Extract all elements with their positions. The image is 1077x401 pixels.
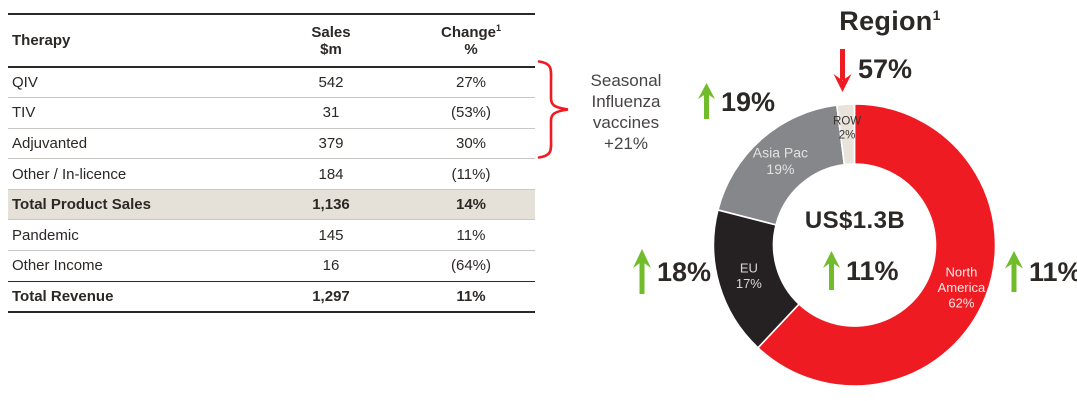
change-cell: (53%) — [450, 104, 491, 122]
annotation-total-change: 11% — [822, 251, 899, 292]
note-line: +21% — [604, 134, 648, 153]
curly-brace-icon — [537, 60, 569, 159]
therapy-cell: QIV — [12, 74, 38, 92]
annotation-value: 18% — [657, 257, 712, 287]
sales-cell: 145 — [318, 226, 344, 244]
up-arrow-icon — [1005, 251, 1023, 292]
chart-title: Region1 — [839, 6, 941, 36]
annotation-asia-pac-change: 19% — [697, 83, 775, 121]
annotation-value: 19% — [721, 86, 776, 117]
annotation-row-change: 57% — [832, 47, 912, 92]
sales-cell: 1,297 — [312, 287, 350, 305]
change-cell: (11%) — [451, 165, 491, 183]
therapy-cell: Pandemic — [12, 226, 79, 244]
down-arrow-icon — [833, 49, 852, 92]
table-row: Other Income 16 (64%) — [8, 250, 535, 282]
sales-cell: 31 — [322, 104, 340, 122]
therapy-cell: Adjuvanted — [12, 134, 88, 152]
sales-cell: 16 — [322, 257, 340, 275]
header-change: Change1 % — [440, 22, 502, 58]
table-header-row: Therapy Sales $m Change1 % — [8, 14, 535, 67]
annotation-eu-change: 18% — [632, 249, 711, 296]
footnote-marker: 1 — [932, 7, 941, 23]
donut-center-total: US$1.3B — [804, 207, 906, 234]
note-line: Seasonal — [590, 71, 662, 90]
annotation-value: 57% — [858, 54, 913, 84]
therapy-cell: Total Product Sales — [12, 196, 151, 214]
therapy-cell: TIV — [12, 104, 36, 122]
donut-segment-north-america — [756, 103, 997, 387]
donut-segment-label-north-america: North America 62% — [938, 264, 986, 310]
table-row-total-revenue: Total Revenue 1,297 11% — [8, 281, 535, 312]
header-sales: Sales $m — [311, 23, 351, 58]
table-header: Therapy Sales $m Change1 % — [8, 14, 535, 67]
table-row: Adjuvanted 379 30% — [8, 128, 535, 159]
therapy-cell: Total Revenue — [12, 287, 114, 305]
change-cell: (64%) — [450, 257, 491, 275]
annotation-north-america-change: 11% — [1004, 251, 1077, 294]
donut-segment-label-asia-pac: Asia Pac 19% — [753, 145, 808, 178]
table-row: Other / In-licence 184 (11%) — [8, 158, 535, 190]
therapy-cell: Other Income — [12, 257, 103, 275]
footnote-marker: 1 — [496, 22, 502, 33]
table-row: TIV 31 (53%) — [8, 97, 535, 129]
region-donut-chart: North America 62% EU 17% Asia Pac 19% ROW 2% — [712, 103, 997, 387]
note-line: vaccines — [592, 113, 660, 132]
sales-cell: 1,136 — [312, 196, 350, 214]
up-arrow-icon — [698, 83, 715, 119]
therapy-sales-table: Therapy Sales $m Change1 % QIV 542 27% T… — [8, 13, 535, 313]
change-cell: 11% — [456, 287, 486, 305]
table-row: Pandemic 145 11% — [8, 219, 535, 251]
annotation-value: 11% — [1029, 257, 1077, 287]
seasonal-influenza-note: Seasonal Influenza vaccines +21% — [572, 70, 680, 154]
change-cell: 14% — [455, 196, 487, 214]
sales-cell: 379 — [318, 134, 344, 152]
annotation-value: 11% — [846, 256, 899, 286]
donut-segment-label-eu: EU 17% — [736, 260, 762, 291]
therapy-cell: Other / In-licence — [12, 165, 127, 183]
donut-segment-label-row: ROW 2% — [833, 115, 861, 141]
sales-cell: 184 — [318, 165, 344, 183]
donut-segment-asia-pac — [716, 104, 846, 226]
sales-cell: 542 — [318, 74, 344, 92]
up-arrow-icon — [823, 251, 840, 290]
table-row: QIV 542 27% — [8, 67, 535, 98]
up-arrow-icon — [633, 249, 651, 294]
change-cell: 30% — [455, 134, 487, 152]
header-therapy: Therapy — [12, 32, 71, 49]
change-cell: 27% — [455, 74, 487, 92]
donut-segment-row — [835, 103, 856, 166]
note-line: Influenza — [591, 92, 661, 111]
change-cell: 11% — [456, 226, 486, 244]
table-row-total-product-sales: Total Product Sales 1,136 14% — [8, 189, 535, 220]
